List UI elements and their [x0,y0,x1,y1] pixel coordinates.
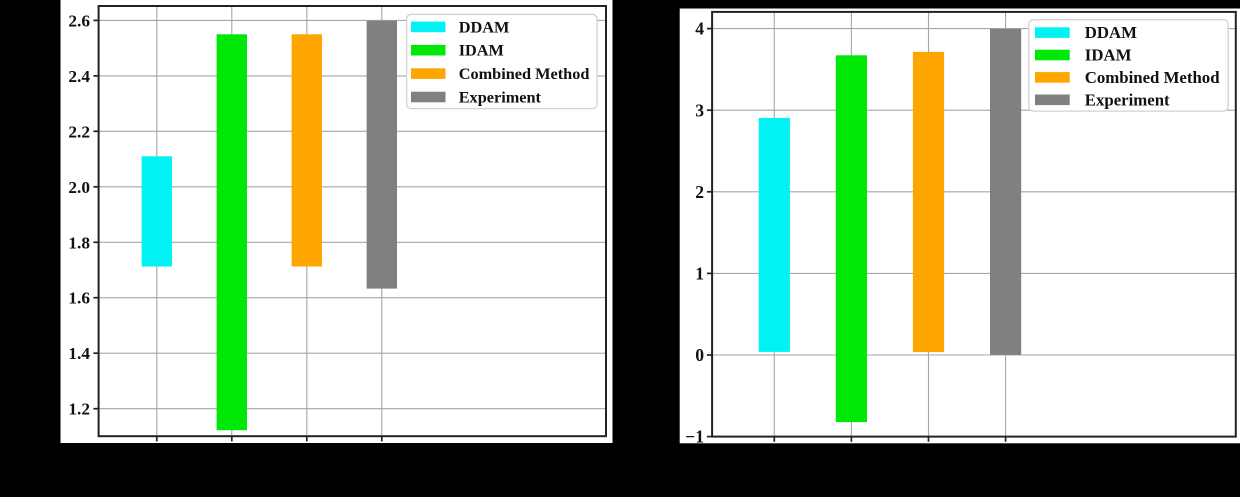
svg-text:−1: −1 [685,427,704,447]
svg-text:IDAM: IDAM [1085,46,1132,65]
svg-text:DDAM: DDAM [1085,23,1137,42]
svg-text:0: 0 [695,345,704,365]
svg-text:1: 1 [695,264,704,284]
svg-text:2.2: 2.2 [68,122,90,141]
svg-text:Combined Method: Combined Method [1085,68,1220,87]
svg-text:4: 4 [695,19,704,39]
svg-text:3: 3 [695,100,704,120]
svg-text:1.4: 1.4 [68,344,90,363]
svg-text:DDAM: DDAM [459,17,510,36]
svg-text:2.4: 2.4 [68,67,90,86]
svg-text:2: 2 [695,182,704,202]
svg-text:Experiment: Experiment [459,88,542,107]
svg-text:2.0: 2.0 [68,178,90,197]
svg-text:Combined Method: Combined Method [459,64,590,83]
svg-text:IDAM: IDAM [459,41,504,60]
svg-text:Experiment: Experiment [1085,90,1170,109]
svg-text:1.6: 1.6 [68,289,90,308]
svg-text:2.6: 2.6 [68,11,90,30]
svg-text:1.2: 1.2 [68,400,90,419]
svg-text:1.8: 1.8 [68,233,90,252]
